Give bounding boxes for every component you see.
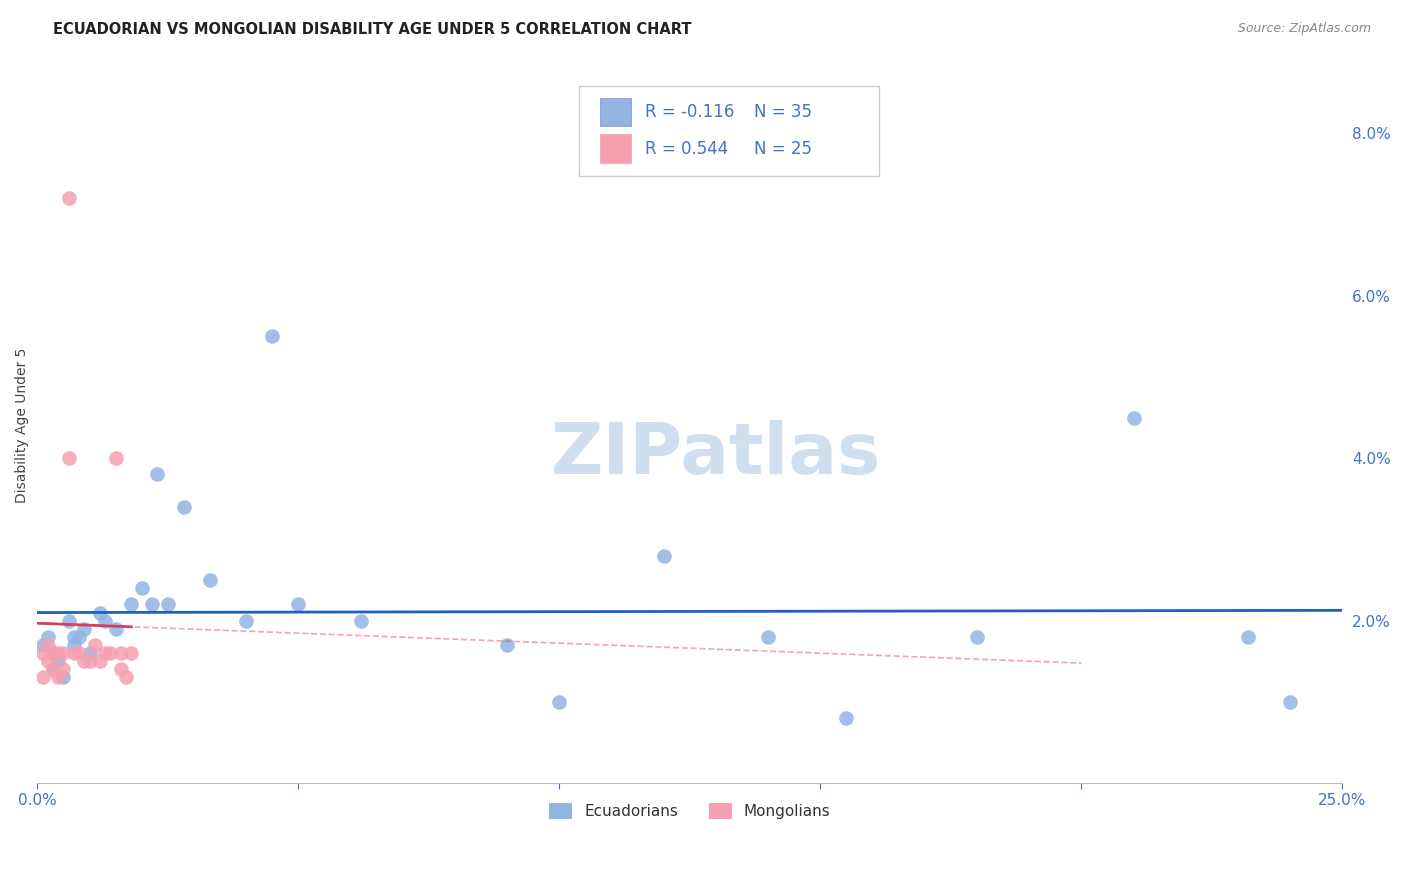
- Point: [120, 646, 142, 660]
- Point: [100, 646, 122, 660]
- Point: [104, 622, 127, 636]
- Point: [89, 606, 111, 620]
- Point: [31, 671, 53, 685]
- Point: [37, 630, 59, 644]
- Point: [79, 654, 101, 668]
- Point: [31, 646, 53, 660]
- Point: [104, 451, 127, 466]
- Point: [89, 654, 111, 668]
- Point: [63, 646, 86, 660]
- Point: [156, 598, 179, 612]
- Point: [73, 654, 96, 668]
- Point: [46, 671, 69, 685]
- Point: [110, 662, 132, 676]
- Point: [73, 622, 96, 636]
- FancyBboxPatch shape: [600, 98, 631, 127]
- Point: [37, 638, 59, 652]
- Point: [548, 695, 571, 709]
- Point: [235, 614, 257, 628]
- Point: [46, 654, 69, 668]
- Point: [52, 662, 75, 676]
- Point: [42, 662, 65, 676]
- FancyBboxPatch shape: [600, 135, 631, 163]
- Point: [31, 638, 53, 652]
- Point: [58, 451, 80, 466]
- Point: [115, 671, 138, 685]
- Text: Source: ZipAtlas.com: Source: ZipAtlas.com: [1237, 22, 1371, 36]
- Point: [94, 614, 117, 628]
- Point: [966, 630, 988, 644]
- Point: [262, 329, 284, 343]
- FancyBboxPatch shape: [579, 87, 879, 176]
- Point: [37, 654, 59, 668]
- Point: [42, 662, 65, 676]
- Point: [42, 646, 65, 660]
- Point: [83, 638, 105, 652]
- Point: [146, 467, 169, 482]
- Point: [110, 646, 132, 660]
- Legend: Ecuadorians, Mongolians: Ecuadorians, Mongolians: [543, 797, 837, 825]
- Text: N = 35: N = 35: [754, 103, 811, 121]
- Point: [173, 500, 195, 514]
- Point: [1279, 695, 1302, 709]
- Point: [120, 598, 142, 612]
- Point: [131, 581, 153, 595]
- Text: R = -0.116: R = -0.116: [645, 103, 735, 121]
- Text: ECUADORIAN VS MONGOLIAN DISABILITY AGE UNDER 5 CORRELATION CHART: ECUADORIAN VS MONGOLIAN DISABILITY AGE U…: [53, 22, 692, 37]
- Point: [42, 646, 65, 660]
- Point: [350, 614, 373, 628]
- Text: ZIPatlas: ZIPatlas: [551, 420, 882, 489]
- Point: [46, 646, 69, 660]
- Point: [67, 646, 90, 660]
- Point: [63, 638, 86, 652]
- Point: [1122, 410, 1144, 425]
- Point: [756, 630, 779, 644]
- Text: R = 0.544: R = 0.544: [645, 139, 728, 158]
- Text: N = 25: N = 25: [754, 139, 811, 158]
- Y-axis label: Disability Age Under 5: Disability Age Under 5: [15, 348, 30, 503]
- Point: [652, 549, 675, 563]
- Point: [835, 711, 858, 725]
- Point: [198, 573, 221, 587]
- Point: [52, 646, 75, 660]
- Point: [496, 638, 519, 652]
- Point: [58, 191, 80, 205]
- Point: [58, 614, 80, 628]
- Point: [79, 646, 101, 660]
- Point: [67, 630, 90, 644]
- Point: [94, 646, 117, 660]
- Point: [52, 671, 75, 685]
- Point: [63, 630, 86, 644]
- Point: [141, 598, 163, 612]
- Point: [287, 598, 309, 612]
- Point: [1237, 630, 1260, 644]
